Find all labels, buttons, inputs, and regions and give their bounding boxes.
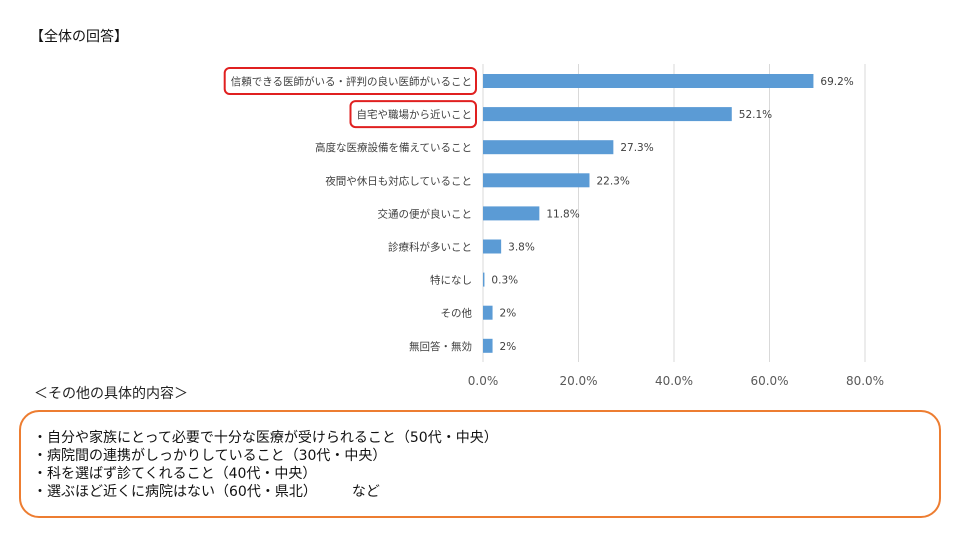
bar (483, 239, 502, 254)
data-label: 11.8% (546, 208, 579, 220)
data-label: 2% (500, 341, 517, 353)
detail-item: ・科を選ばず診てくれること（40代・中央） (33, 466, 317, 482)
category-label: 特になし (430, 275, 472, 287)
bar (483, 206, 540, 221)
details-title: ＜その他の具体的内容＞ (34, 386, 188, 402)
bar (483, 338, 493, 353)
bar (483, 305, 493, 320)
bar-chart: 0.0% 20.0% 40.0% 60.0% 80.0% 69.2% 信頼できる医師がいる・… (223, 64, 884, 388)
category-label: 診療科が多いこと (388, 241, 472, 254)
bar (483, 107, 732, 122)
data-label: 52.1% (739, 109, 772, 121)
x-tick-label: 80.0% (846, 374, 884, 388)
data-label: 3.8% (508, 242, 535, 254)
category-label: 高度な医療設備を備えていること (315, 141, 472, 154)
category-label: 信頼できる医師がいる・評判の良い医師がいること (231, 75, 472, 88)
detail-item: ・選ぶほど近くに病院はない（60代・県北） など (33, 484, 380, 500)
data-label: 22.3% (596, 175, 629, 187)
highlight-box (223, 67, 477, 95)
bar (483, 173, 590, 188)
bar (483, 272, 485, 287)
bar (483, 74, 814, 88)
page-heading: 【全体の回答】 (30, 29, 128, 45)
data-label: 69.2% (820, 76, 853, 88)
highlight-box (349, 100, 477, 129)
detail-item: ・自分や家族にとって必要で十分な医療が受けられること（50代・中央） (33, 430, 498, 446)
category-label: 夜間や休日も対応していること (325, 174, 472, 187)
category-label: 自宅や職場から近いこと (357, 108, 473, 121)
category-label: その他 (441, 307, 473, 320)
details-box: ・自分や家族にとって必要で十分な医療が受けられること（50代・中央） ・病院間の… (19, 410, 941, 518)
data-label: 27.3% (620, 142, 653, 154)
category-label: 交通の便が良いこと (378, 207, 473, 220)
x-tick-label: 20.0% (559, 374, 597, 388)
data-label: 2% (500, 308, 517, 320)
x-tick-label: 40.0% (655, 374, 693, 388)
data-label: 0.3% (491, 275, 518, 287)
x-tick-label: 0.0% (468, 374, 499, 388)
detail-item: ・病院間の連携がしっかりしていること（30代・中央） (33, 448, 387, 464)
x-tick-label: 60.0% (750, 374, 788, 388)
category-label: 無回答・無効 (409, 340, 472, 353)
bar (483, 140, 614, 155)
